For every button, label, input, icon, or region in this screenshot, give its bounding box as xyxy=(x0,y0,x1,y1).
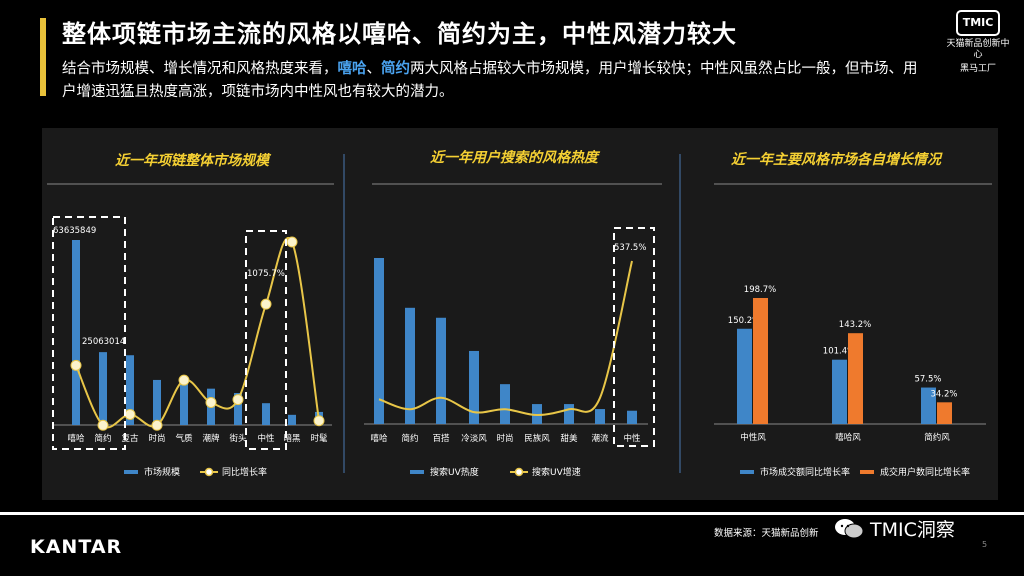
chart3-data-label: 198.7% xyxy=(744,285,776,295)
charts-panel: 近一年项链整体市场规模 嘻哈 简约 复古 时尚 气质 潮牌 街头 中性 暗黑 时髦 63635849 2… xyxy=(42,128,998,500)
chart1-legend-bar-text: 市场规模 xyxy=(144,466,180,478)
chart3-legend-market-swatch xyxy=(740,470,754,474)
chart1-growth-line xyxy=(76,238,319,427)
brand-line-1: 天猫新品创新中心 xyxy=(946,39,1010,61)
subtitle-separator: 、 xyxy=(367,61,382,77)
wechat-account: TMIC洞察 xyxy=(834,515,955,542)
chart1-data-label: 1075.7% xyxy=(247,269,285,279)
chart1-growth-point xyxy=(261,299,271,309)
wechat-name: TMIC洞察 xyxy=(870,515,955,542)
chart2-legend-line-swatch-marker xyxy=(516,469,523,476)
chart2-x-tick: 潮流 xyxy=(591,433,609,444)
chart1-x-tick: 时髦 xyxy=(310,433,328,444)
chart2-x-tick: 简约 xyxy=(401,433,418,444)
chart3-data-label: 143.2% xyxy=(839,320,871,330)
chart1-growth-point xyxy=(287,237,297,247)
page-subtitle: 结合市场规模、增长情况和风格热度来看，嘻哈、简约两大风格占据较大市场规模，用户增… xyxy=(62,58,922,104)
chart1-x-tick: 中性 xyxy=(257,433,275,444)
chart1-bar xyxy=(180,383,188,425)
chart3-legend-market-text: 市场成交额同比增长率 xyxy=(760,466,850,478)
subtitle-highlight-hiphop: 嘻哈 xyxy=(338,61,367,77)
page-title: 整体项链市场主流的风格以嘻哈、简约为主，中性风潜力较大 xyxy=(62,14,737,49)
chart1-data-label: 25063014 xyxy=(82,337,125,347)
chart3-bar xyxy=(737,329,752,424)
chart3-bar xyxy=(937,402,952,424)
chart1-growth-point xyxy=(152,420,162,430)
page-number: 5 xyxy=(982,540,987,549)
subtitle-text-pre: 结合市场规模、增长情况和风格热度来看， xyxy=(62,61,338,77)
chart1-highlight-box-left xyxy=(53,217,125,449)
chart2-x-tick: 甜美 xyxy=(560,433,578,444)
chart3-bar xyxy=(832,360,847,424)
chart2-bar xyxy=(627,411,637,424)
subtitle-highlight-simple: 简约 xyxy=(381,61,410,77)
chart2-legend-bar-swatch xyxy=(410,470,424,474)
chart2-title: 近一年用户搜索的风格热度 xyxy=(430,149,601,166)
chart1-x-tick: 街头 xyxy=(229,433,247,444)
chart1-growth-point xyxy=(206,397,216,407)
chart1-legend-line-text: 同比增长率 xyxy=(222,466,267,478)
chart3-title: 近一年主要风格市场各自增长情况 xyxy=(731,151,943,168)
chart1-legend-bar-swatch xyxy=(124,470,138,474)
chart1-legend-line-swatch-marker xyxy=(206,469,213,476)
chart1-bar xyxy=(288,415,296,425)
chart3-data-label: 34.2% xyxy=(930,389,957,399)
chart1-title: 近一年项链整体市场规模 xyxy=(115,152,272,169)
chart2-legend-bar-text: 搜索UV热度 xyxy=(430,466,479,478)
chart2-legend-line-text: 搜索UV增速 xyxy=(532,466,581,478)
chart2-x-tick: 嘻哈 xyxy=(370,433,388,444)
chart1-x-tick: 时尚 xyxy=(148,433,165,444)
chart2-bar xyxy=(595,409,605,424)
chart1-bar xyxy=(72,240,80,425)
chart1-bar xyxy=(262,403,270,425)
chart1-growth-point xyxy=(314,416,324,426)
chart1-x-tick: 简约 xyxy=(94,433,111,444)
chart1-x-tick: 嘻哈 xyxy=(67,433,85,444)
chart3-x-tick: 简约风 xyxy=(924,432,950,443)
chart3-x-tick: 嘻哈风 xyxy=(835,432,861,443)
chart2-x-tick: 民族风 xyxy=(524,433,550,444)
chart3-data-label: 57.5% xyxy=(914,375,941,385)
chart2-x-tick: 百搭 xyxy=(432,433,450,444)
chart1-growth-point xyxy=(179,375,189,385)
chart3-legend-users-swatch xyxy=(860,470,874,474)
chart2-bar xyxy=(564,404,574,424)
chart3-bar xyxy=(753,298,768,424)
tmic-logo-icon: TMIC xyxy=(956,10,1000,36)
chart1-growth-point xyxy=(233,395,243,405)
chart3-x-tick: 中性风 xyxy=(740,432,766,443)
chart1-x-tick: 潮牌 xyxy=(202,433,220,444)
chart2-bar xyxy=(405,308,415,424)
brand-line-2: 黑马工厂 xyxy=(946,64,1010,75)
data-source: 数据来源：天猫新品创新 xyxy=(714,525,819,539)
chart2-x-tick: 冷淡风 xyxy=(461,433,487,444)
chart2-bar xyxy=(374,258,384,424)
chart1-growth-point xyxy=(71,360,81,370)
wechat-icon xyxy=(834,518,864,540)
accent-bar xyxy=(40,18,46,96)
tmic-brand: TMIC 天猫新品创新中心 黑马工厂 xyxy=(946,10,1010,75)
chart1-bar xyxy=(99,352,107,425)
chart1-growth-point xyxy=(98,420,108,430)
chart1-growth-point xyxy=(125,409,135,419)
chart1-bar xyxy=(153,380,161,425)
kantar-logo: KANTAR xyxy=(30,536,122,558)
chart3-bar xyxy=(848,333,863,424)
chart1-data-label: 63635849 xyxy=(53,226,96,236)
chart2-x-tick: 中性 xyxy=(623,433,641,444)
chart2-data-label: 537.5% xyxy=(614,243,646,253)
chart1-x-tick: 气质 xyxy=(175,433,193,444)
chart3-legend-users-text: 成交用户数同比增长率 xyxy=(880,466,970,478)
chart2-x-tick: 时尚 xyxy=(496,433,513,444)
chart2-bar xyxy=(436,318,446,424)
chart2-bar xyxy=(500,384,510,424)
